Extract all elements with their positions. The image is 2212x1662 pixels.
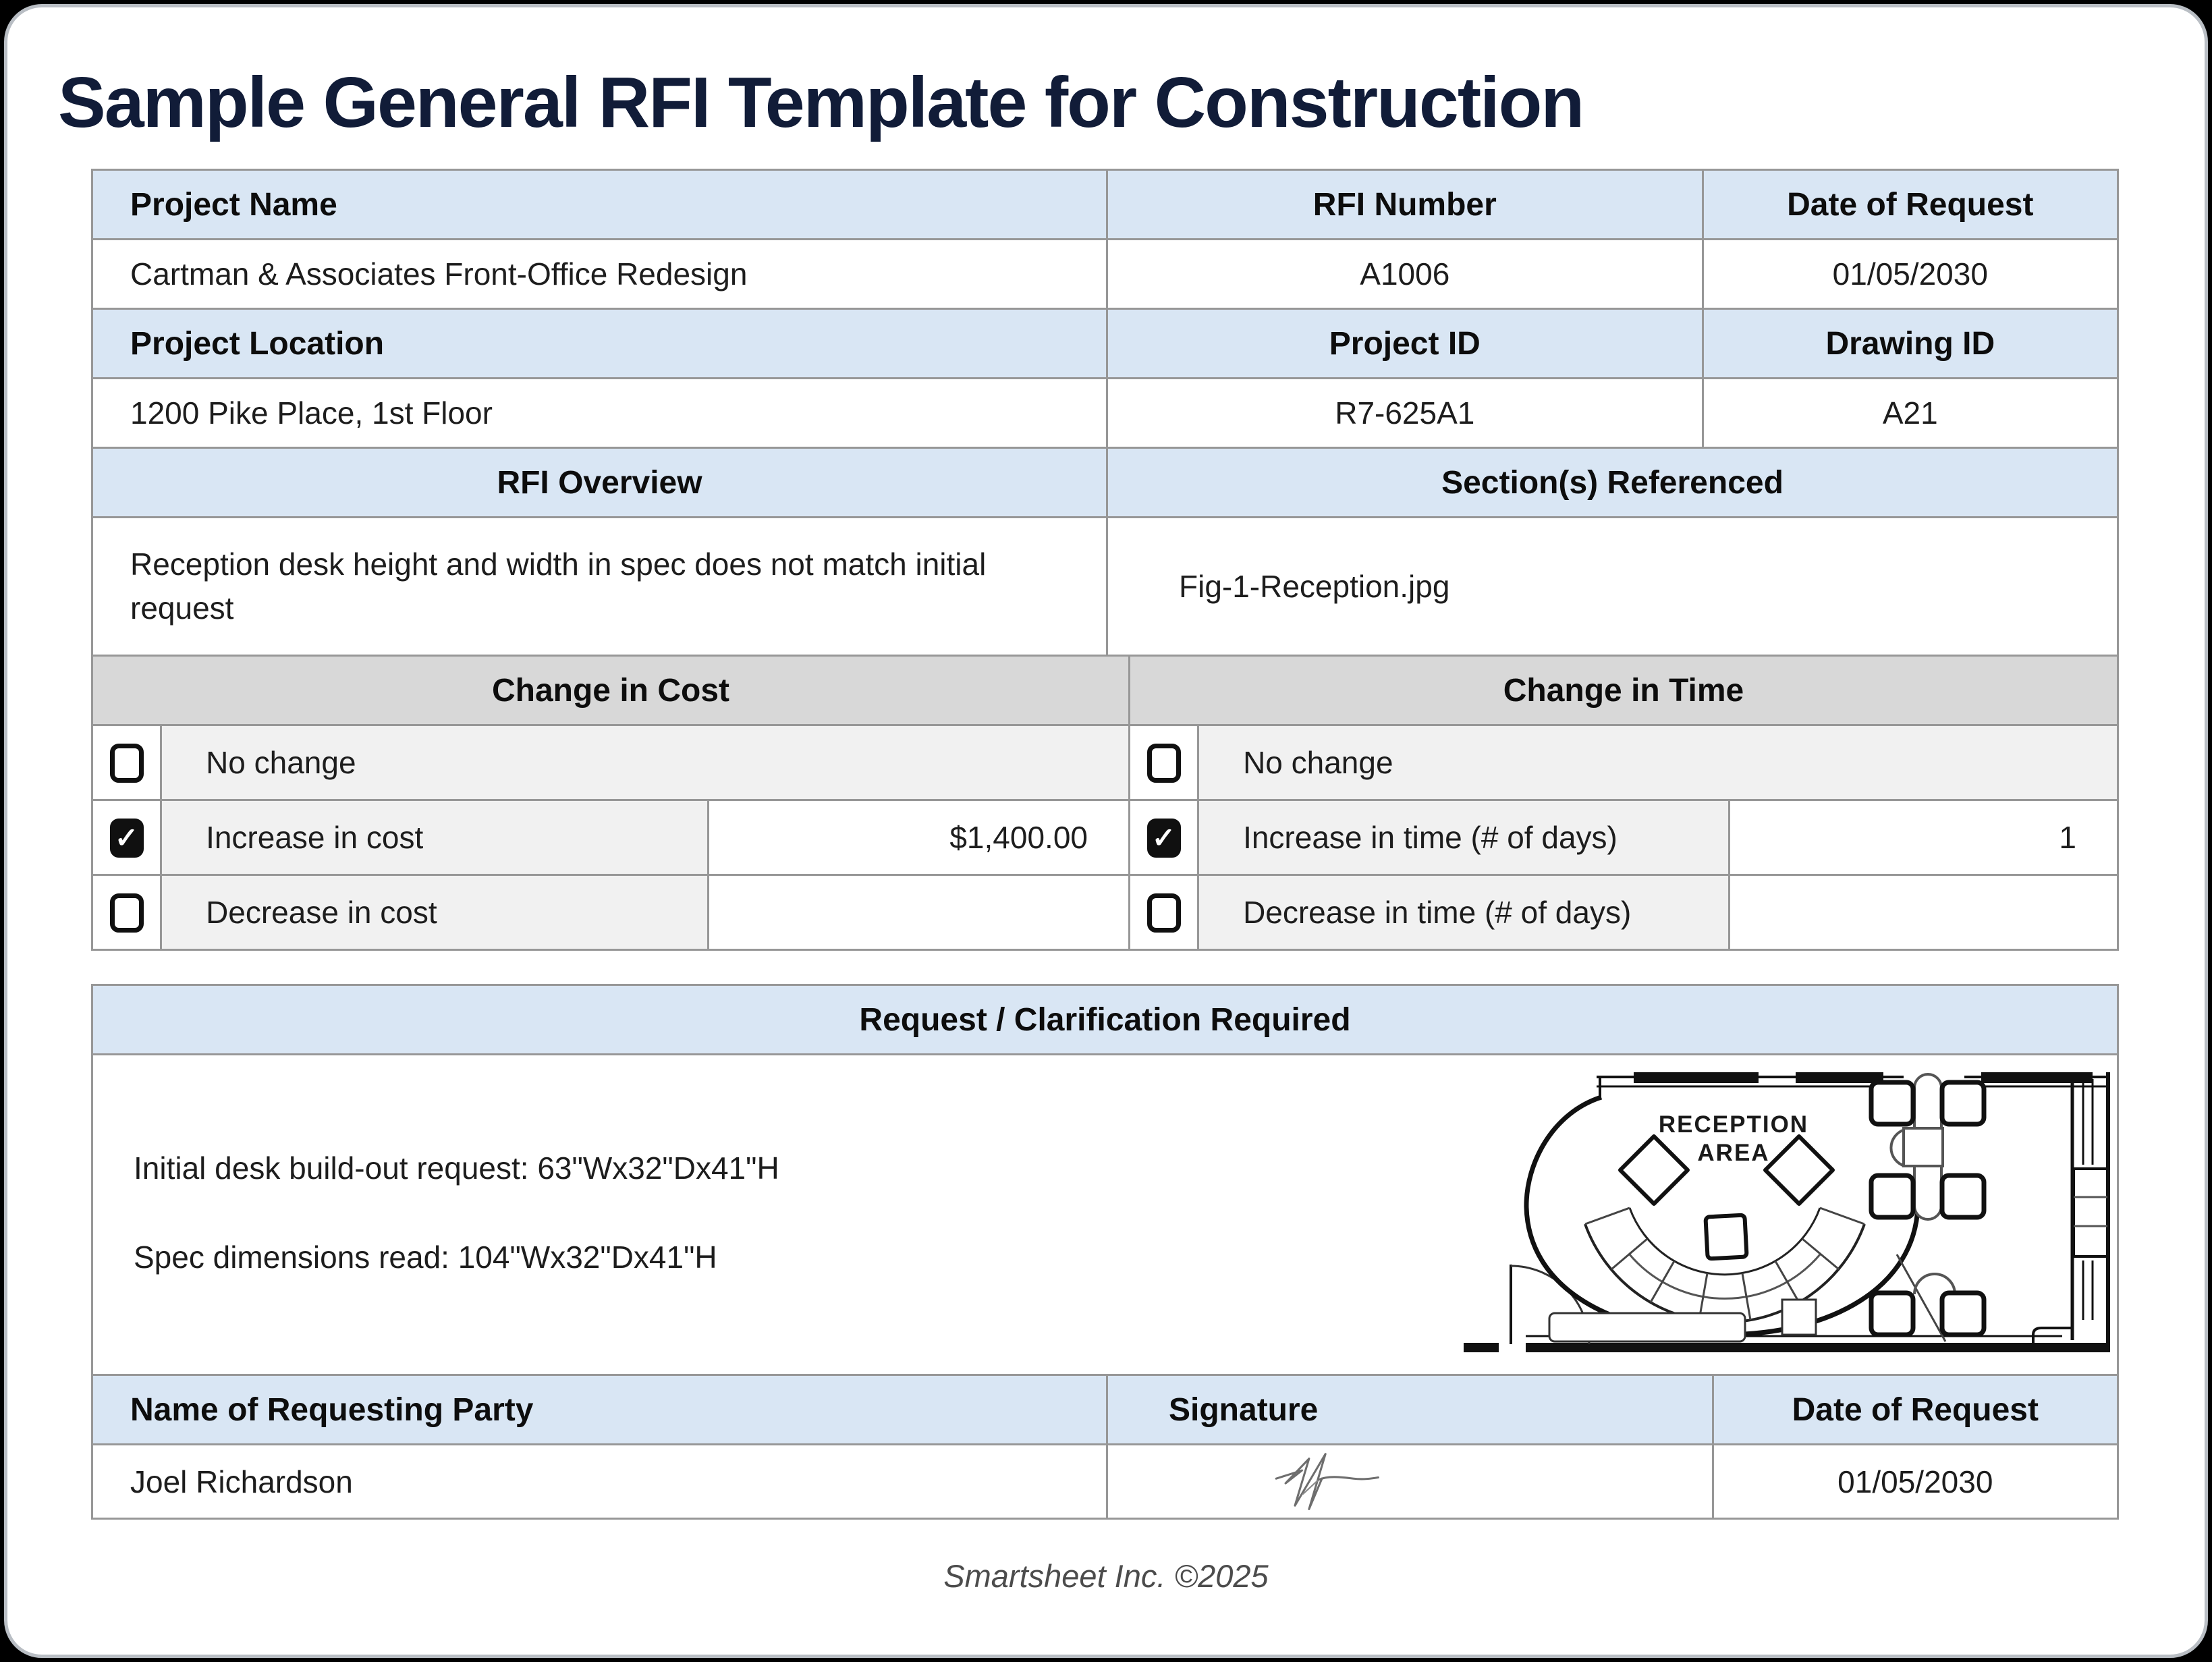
table-row: Name of Requesting Party Signature Date … — [91, 1374, 2120, 1445]
table-row: Joel Richardson 01/05/2030 — [91, 1443, 2120, 1520]
project-id-header: Project ID — [1106, 308, 1704, 379]
cost-no-change-checkbox-cell — [90, 724, 163, 801]
rfi-number-header: RFI Number — [1106, 169, 1704, 240]
request-line-2: Spec dimensions read: 104"Wx32"Dx41"H — [134, 1240, 717, 1275]
table-row: ✓ Increase in cost $1,400.00 ✓ Increase … — [90, 799, 2120, 876]
table-row: Change in Cost Change in Time — [91, 655, 2119, 726]
rfi-form: Project Name RFI Number Date of Request … — [90, 169, 2120, 1520]
signature-scribble — [1275, 1452, 1380, 1510]
date-of-request-header: Date of Request — [1701, 169, 2120, 240]
signature-date-value[interactable]: 01/05/2030 — [1711, 1443, 2120, 1520]
change-in-cost-header: Change in Cost — [91, 655, 1130, 726]
time-increase-checkbox[interactable]: ✓ — [1146, 818, 1181, 858]
floorplan-label-line1: RECEPTION — [1659, 1111, 1808, 1138]
time-increase-label: Increase in time (# of days) — [1197, 799, 1730, 876]
cost-increase-value[interactable]: $1,400.00 — [707, 799, 1131, 876]
drawing-id-header: Drawing ID — [1701, 308, 2120, 379]
time-decrease-checkbox-cell — [1128, 874, 1200, 951]
overview-table: RFI Overview Section(s) Referenced Recep… — [91, 447, 2119, 657]
project-location-value[interactable]: 1200 Pike Place, 1st Floor — [91, 377, 1108, 449]
floorplan-label-line2: AREA — [1697, 1140, 1769, 1166]
cost-decrease-checkbox[interactable] — [109, 893, 144, 933]
change-in-time-header: Change in Time — [1128, 655, 2119, 726]
project-info-table: Project Name RFI Number Date of Request … — [91, 169, 2120, 449]
change-table: Change in Cost Change in Time No change … — [90, 655, 2120, 951]
cost-increase-checkbox[interactable]: ✓ — [109, 818, 144, 858]
signature-field[interactable] — [1106, 1443, 1714, 1520]
section-gap — [91, 951, 2119, 984]
table-row: Initial desk build-out request: 63"Wx32"… — [91, 1053, 2119, 1376]
table-row: Request / Clarification Required — [91, 984, 2119, 1055]
project-name-value[interactable]: Cartman & Associates Front-Office Redesi… — [91, 238, 1108, 310]
requesting-party-header: Name of Requesting Party — [91, 1374, 1108, 1445]
sections-referenced-value[interactable]: Fig-1-Reception.jpg — [1106, 516, 2119, 657]
reception-floorplan-image: RECEPTION AREA — [1464, 1072, 2110, 1352]
request-header: Request / Clarification Required — [91, 984, 2119, 1055]
request-line-1: Initial desk build-out request: 63"Wx32"… — [134, 1151, 779, 1186]
cost-decrease-label: Decrease in cost — [160, 874, 709, 951]
rfi-overview-value[interactable]: Reception desk height and width in spec … — [91, 516, 1108, 657]
table-row: 1200 Pike Place, 1st Floor R7-625A1 A21 — [91, 377, 2120, 449]
project-location-header: Project Location — [91, 308, 1108, 379]
table-row: Reception desk height and width in spec … — [91, 516, 2119, 657]
cost-increase-checkbox-cell: ✓ — [90, 799, 163, 876]
project-id-value[interactable]: R7-625A1 — [1106, 377, 1704, 449]
cost-decrease-checkbox-cell — [90, 874, 163, 951]
cost-no-change-label: No change — [160, 724, 1130, 801]
table-row: Decrease in cost Decrease in time (# of … — [90, 874, 2120, 951]
requesting-party-value[interactable]: Joel Richardson — [91, 1443, 1108, 1520]
time-decrease-checkbox[interactable] — [1146, 893, 1181, 933]
request-table: Request / Clarification Required Initial… — [91, 984, 2120, 1520]
date-of-request-value[interactable]: 01/05/2030 — [1701, 238, 2120, 310]
cost-decrease-value[interactable] — [707, 874, 1131, 951]
table-row: No change No change — [90, 724, 2119, 801]
page-title: Sample General RFI Template for Construc… — [58, 63, 1584, 142]
checkmark-icon: ✓ — [1151, 821, 1176, 854]
time-decrease-label: Decrease in time (# of days) — [1197, 874, 1730, 951]
table-row: Cartman & Associates Front-Office Redesi… — [91, 238, 2120, 310]
drawing-id-value[interactable]: A21 — [1701, 377, 2120, 449]
signature-date-header: Date of Request — [1711, 1374, 2120, 1445]
checkmark-icon: ✓ — [114, 821, 139, 854]
footer-attribution: Smartsheet Inc. ©2025 — [943, 1558, 1269, 1594]
time-no-change-checkbox[interactable] — [1146, 743, 1181, 783]
sections-referenced-header: Section(s) Referenced — [1106, 447, 2119, 518]
rfi-overview-text: Reception desk height and width in spec … — [130, 546, 987, 626]
time-increase-value[interactable]: 1 — [1727, 799, 2120, 876]
time-no-change-label: No change — [1197, 724, 2119, 801]
request-body-cell[interactable]: Initial desk build-out request: 63"Wx32"… — [91, 1053, 2119, 1376]
cost-no-change-checkbox[interactable] — [109, 743, 144, 783]
table-row: RFI Overview Section(s) Referenced — [91, 447, 2119, 518]
table-row: Project Location Project ID Drawing ID — [91, 308, 2120, 379]
rfi-number-value[interactable]: A1006 — [1106, 238, 1704, 310]
project-name-header: Project Name — [91, 169, 1108, 240]
time-increase-checkbox-cell: ✓ — [1128, 799, 1200, 876]
cost-increase-label: Increase in cost — [160, 799, 709, 876]
time-no-change-checkbox-cell — [1128, 724, 1200, 801]
rfi-overview-header: RFI Overview — [91, 447, 1108, 518]
time-decrease-value[interactable] — [1727, 874, 2120, 951]
signature-header: Signature — [1106, 1374, 1714, 1445]
table-row: Project Name RFI Number Date of Request — [91, 169, 2120, 240]
